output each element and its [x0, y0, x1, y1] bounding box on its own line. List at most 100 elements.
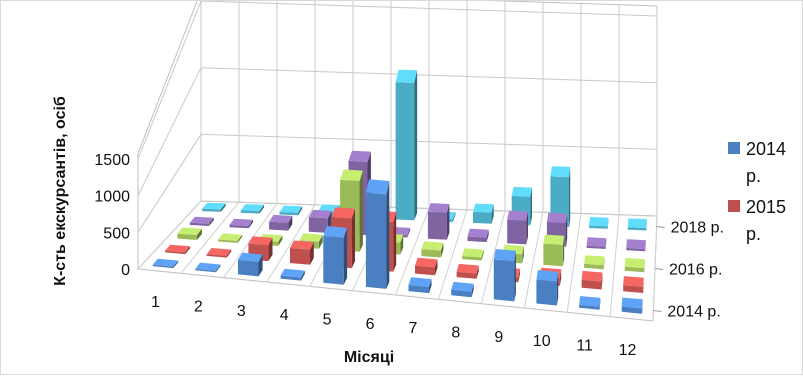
bar	[473, 204, 494, 224]
bar-top	[468, 229, 489, 238]
bar-top	[340, 169, 363, 181]
bar-top	[584, 255, 604, 265]
y-tick-label: 0	[121, 262, 130, 279]
bar	[587, 237, 607, 249]
legend-swatch	[728, 200, 740, 212]
bar	[584, 255, 604, 269]
bar-top	[582, 271, 603, 282]
bar-front	[323, 236, 343, 285]
y-tick-label: 500	[103, 225, 130, 242]
x-tick-label: 6	[366, 316, 375, 333]
bar-top	[512, 187, 532, 197]
bar	[366, 179, 389, 289]
bar-front	[421, 249, 441, 257]
bar	[269, 215, 292, 231]
bar	[622, 298, 643, 314]
bar-top	[332, 207, 355, 218]
depth-tick-label: 2018 р.	[671, 220, 724, 237]
x-tick-label: 2	[194, 299, 203, 316]
bar-top	[550, 166, 570, 177]
bar	[428, 203, 450, 240]
bar	[451, 282, 474, 297]
bar-top	[309, 210, 332, 218]
y-tick-label: 1000	[94, 189, 130, 206]
bar	[409, 277, 432, 293]
bar-top	[457, 264, 479, 274]
bar-top	[507, 211, 528, 221]
bar-top	[547, 213, 567, 223]
bar-side	[414, 70, 417, 220]
depth-tick-label: 2016 р.	[669, 262, 722, 279]
bar-top	[587, 237, 607, 247]
bar	[207, 248, 232, 258]
bar-top	[628, 218, 647, 228]
bar-front	[473, 212, 492, 224]
bar-front	[269, 222, 288, 231]
depth-tick-mark	[655, 269, 663, 270]
bar	[543, 235, 564, 267]
bar	[457, 264, 479, 279]
bar-top	[421, 241, 443, 250]
bar	[626, 239, 646, 251]
bar-top	[323, 226, 347, 238]
bar-top	[415, 258, 438, 268]
bar	[494, 249, 516, 301]
bar-front	[290, 248, 310, 265]
bar	[468, 229, 489, 242]
x-tick-label: 8	[451, 325, 460, 342]
y-axis-ticks: 0 500 1000 1500	[94, 152, 130, 279]
bar-top	[473, 204, 494, 213]
bar-top	[428, 203, 450, 213]
bar-front	[366, 192, 387, 289]
bar-front	[536, 280, 557, 306]
bar-side	[360, 171, 363, 252]
y-tick-label: 1500	[94, 152, 130, 169]
bar-front	[415, 266, 435, 276]
bar-top	[589, 217, 608, 226]
bar-top	[625, 258, 645, 268]
bar-side	[393, 212, 396, 272]
bar	[462, 248, 484, 260]
bar-front	[582, 280, 602, 290]
bar-front	[238, 260, 259, 277]
bar-side	[569, 167, 570, 227]
x-tick-label: 11	[576, 338, 593, 355]
bar	[536, 270, 558, 306]
bar	[280, 206, 303, 216]
x-tick-label: 7	[409, 320, 418, 337]
bar-side	[352, 209, 355, 269]
bar	[623, 276, 643, 293]
bar-top	[462, 248, 484, 257]
bar-top	[536, 270, 558, 282]
bar-front	[507, 220, 526, 245]
x-tick-label: 1	[151, 294, 160, 311]
bar	[507, 211, 528, 245]
bar-front	[543, 244, 563, 267]
bar-top	[623, 276, 643, 287]
depth-tick-mark	[653, 311, 661, 312]
bar-top	[543, 235, 564, 246]
x-tick-label: 4	[280, 307, 289, 324]
bar	[415, 258, 438, 276]
bar	[396, 70, 418, 221]
bar	[589, 217, 608, 229]
bar-top	[299, 233, 322, 241]
bar-front	[396, 82, 415, 220]
bar-top	[366, 179, 389, 194]
bar	[177, 228, 202, 241]
bar-front	[309, 217, 328, 233]
bar-top	[396, 70, 418, 83]
bar	[238, 253, 263, 277]
bar	[323, 226, 347, 285]
bar-side	[344, 228, 347, 285]
depth-tick-mark	[657, 227, 665, 228]
y-axis-label: К-сть екскурсантів, осіб	[52, 96, 69, 286]
bar	[281, 269, 305, 281]
bar	[582, 271, 603, 290]
x-tick-label: 3	[237, 303, 246, 320]
